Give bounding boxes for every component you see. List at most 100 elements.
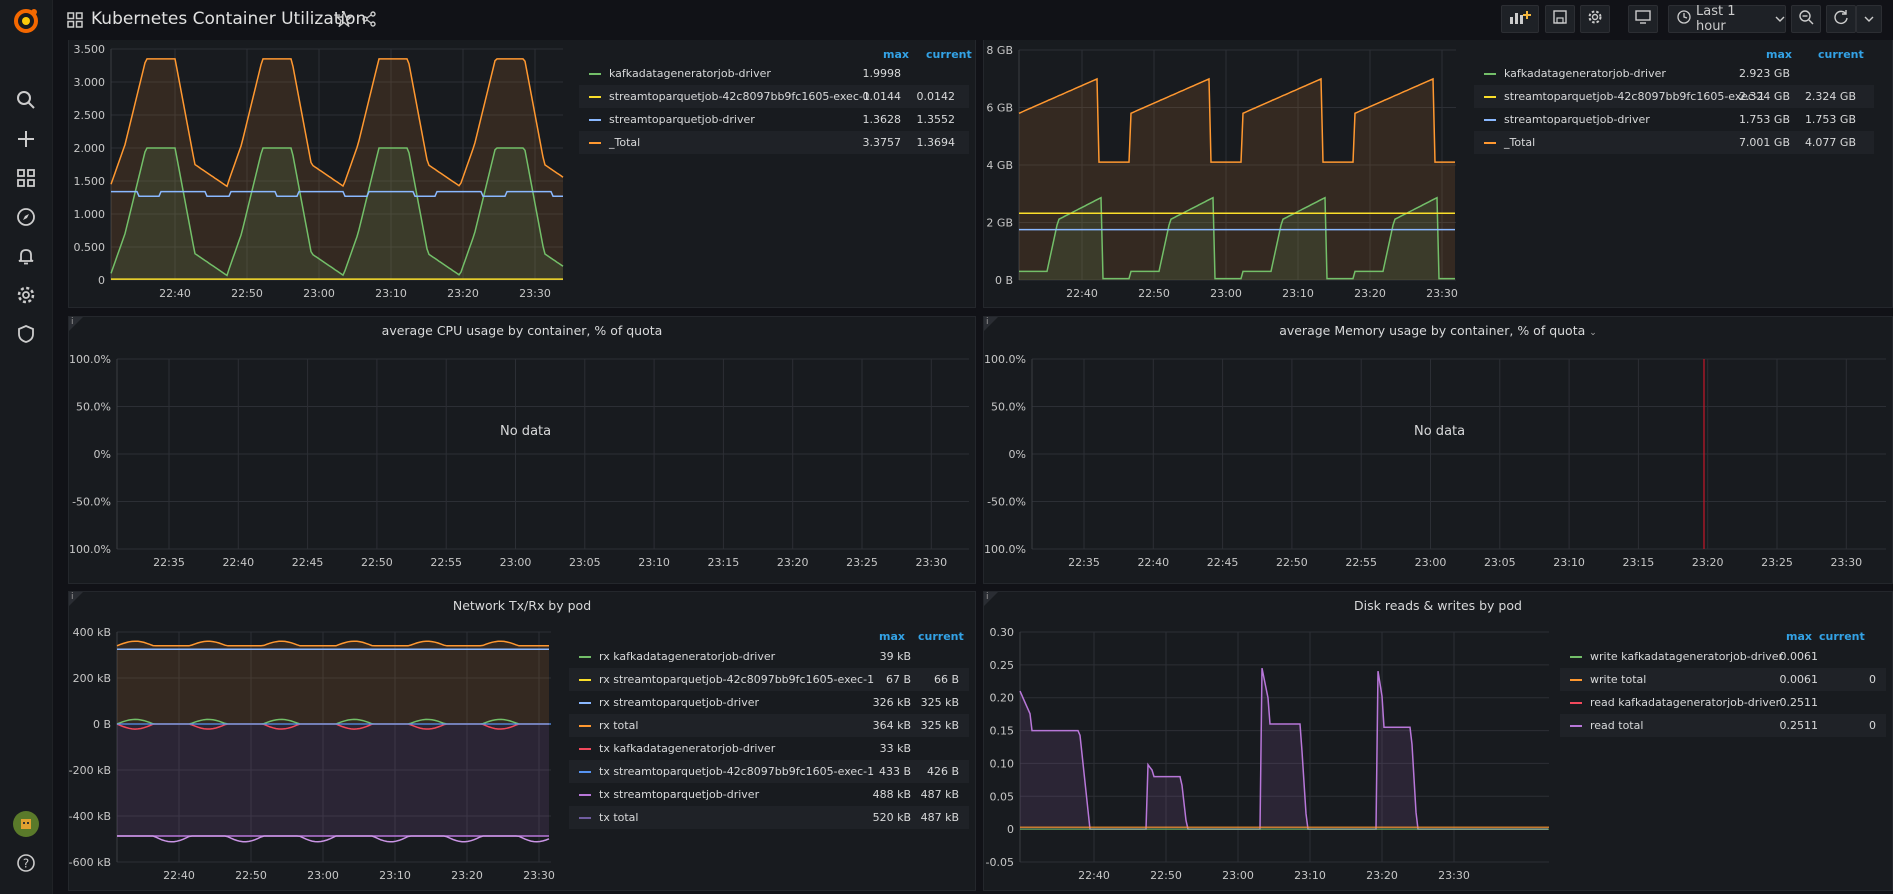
legend-series-name[interactable]: read kafkadatageneratorjob-driver (1590, 696, 1781, 709)
zoom-out-button[interactable] (1791, 5, 1821, 33)
server-admin-shield-icon[interactable] (14, 322, 38, 346)
dashboard-title[interactable]: Kubernetes Container Utilization (91, 9, 367, 29)
configuration-gear-icon[interactable] (14, 283, 38, 307)
legend-item[interactable]: kafkadatageneratorjob-driver 1.9998 (579, 62, 969, 85)
legend-series-name[interactable]: read total (1590, 719, 1644, 732)
legend-header-current[interactable]: current (926, 48, 972, 61)
legend-item[interactable]: streamtoparquetjob-42c8097bb9fc1605-exec… (579, 85, 969, 108)
legend-color-swatch[interactable] (589, 119, 601, 121)
dashboards-icon[interactable] (14, 166, 38, 190)
legend-series-name[interactable]: tx kafkadatageneratorjob-driver (599, 742, 776, 755)
plus-icon[interactable] (14, 127, 38, 151)
legend-color-swatch[interactable] (579, 771, 591, 773)
memory-usage-chart[interactable]: 8 GB 6 GB 4 GB 2 GB 0 B 22:40 22:50 23:00 23:10 2… (984, 40, 1464, 308)
legend-header-max[interactable]: max (1766, 48, 1792, 61)
refresh-button[interactable] (1826, 5, 1856, 33)
legend-color-swatch[interactable] (589, 96, 601, 98)
legend-item[interactable]: write kafkadatageneratorjob-driver 0.0061 (1560, 645, 1886, 668)
legend-series-name[interactable]: _Total (609, 136, 641, 149)
legend-item[interactable]: streamtoparquetjob-driver 1.753 GB 1.753 G… (1474, 108, 1874, 131)
legend-series-name[interactable]: kafkadatageneratorjob-driver (609, 67, 771, 80)
legend-color-swatch[interactable] (589, 73, 601, 75)
share-icon[interactable] (361, 11, 377, 31)
legend-series-name[interactable]: tx streamtoparquetjob-42c8097bb9fc1605-e… (599, 765, 875, 778)
star-icon[interactable] (335, 10, 353, 31)
legend-color-swatch[interactable] (579, 817, 591, 819)
legend-color-swatch[interactable] (1484, 96, 1496, 98)
panel-title[interactable]: average Memory usage by container, % of … (1279, 323, 1597, 338)
legend-color-swatch[interactable] (579, 725, 591, 727)
legend-color-swatch[interactable] (1570, 702, 1582, 704)
legend-series-name[interactable]: rx kafkadatageneratorjob-driver (599, 650, 776, 663)
panel-info-icon[interactable]: i (984, 592, 998, 606)
network-chart[interactable]: 400 kB 200 kB 0 B -200 kB -400 kB -600 kB 22:4… (69, 592, 559, 890)
alerting-bell-icon[interactable] (14, 244, 38, 268)
legend-item[interactable]: streamtoparquetjob-driver 1.3628 1.3552 (579, 108, 969, 131)
legend-item[interactable]: _Total 7.001 GB 4.077 GB (1474, 131, 1874, 154)
legend-item[interactable]: rx streamtoparquetjob-42c8097bb9fc1605-e… (569, 668, 969, 691)
legend-series-name[interactable]: write total (1590, 673, 1647, 686)
explore-compass-icon[interactable] (14, 205, 38, 229)
user-avatar-icon[interactable] (13, 811, 39, 837)
legend-item[interactable]: streamtoparquetjob-42c8097bb9fc1605-exec… (1474, 85, 1874, 108)
legend-series-name[interactable]: streamtoparquetjob-driver (609, 113, 755, 126)
legend-item[interactable]: tx streamtoparquetjob-42c8097bb9fc1605-e… (569, 760, 969, 783)
legend-header-max[interactable]: max (879, 630, 905, 643)
legend-color-swatch[interactable] (1570, 679, 1582, 681)
legend-color-swatch[interactable] (579, 679, 591, 681)
legend-item[interactable]: rx total 364 kB 325 kB (569, 714, 969, 737)
legend-header-max[interactable]: max (883, 48, 909, 61)
add-panel-button[interactable] (1501, 5, 1539, 33)
cpu-usage-chart[interactable]: 3.500 3.000 2.500 2.000 1.500 1.000 0.500 0 22:4… (69, 40, 569, 308)
panel-title[interactable]: average CPU usage by container, % of quo… (381, 323, 663, 338)
legend-item[interactable]: tx total 520 kB 487 kB (569, 806, 969, 829)
legend-item[interactable]: tx streamtoparquetjob-driver 488 kB 487 kB (569, 783, 969, 806)
legend-color-swatch[interactable] (1570, 725, 1582, 727)
legend-color-swatch[interactable] (589, 142, 601, 144)
legend-header-max[interactable]: max (1786, 630, 1812, 643)
disk-chart[interactable]: 0.30 0.25 0.20 0.15 0.10 0.05 0 -0.05 22:40 22:50… (984, 592, 1554, 890)
legend-color-swatch[interactable] (1484, 119, 1496, 121)
refresh-interval-dropdown[interactable] (1856, 5, 1882, 33)
help-icon[interactable]: ? (14, 851, 38, 875)
panel-info-icon[interactable]: i (69, 317, 83, 331)
legend-header-current[interactable]: current (918, 630, 964, 643)
tv-mode-button[interactable] (1628, 5, 1658, 33)
legend-item[interactable]: kafkadatageneratorjob-driver 2.923 GB (1474, 62, 1874, 85)
legend-series-name[interactable]: streamtoparquetjob-driver (1504, 113, 1650, 126)
legend-color-swatch[interactable] (1484, 142, 1496, 144)
legend-series-name[interactable]: rx streamtoparquetjob-42c8097bb9fc1605-e… (599, 673, 875, 686)
legend-color-swatch[interactable] (579, 748, 591, 750)
legend-header-current[interactable]: current (1818, 48, 1864, 61)
legend-series-name[interactable]: streamtoparquetjob-42c8097bb9fc1605-exec… (1504, 90, 1765, 103)
panel-title[interactable]: Network Tx/Rx by pod (452, 598, 592, 613)
legend-series-name[interactable]: _Total (1504, 136, 1536, 149)
panel-info-icon[interactable]: i (69, 592, 83, 606)
legend-color-swatch[interactable] (579, 702, 591, 704)
legend-color-swatch[interactable] (579, 794, 591, 796)
legend-color-swatch[interactable] (1484, 73, 1496, 75)
legend-item[interactable]: rx streamtoparquetjob-driver 326 kB 325 kB (569, 691, 969, 714)
dashboard-settings-button[interactable] (1580, 5, 1610, 33)
search-icon[interactable] (14, 88, 38, 112)
legend-series-name[interactable]: write kafkadatageneratorjob-driver (1590, 650, 1784, 663)
legend-item[interactable]: write total 0.0061 0 (1560, 668, 1886, 691)
legend-item[interactable]: read kafkadatageneratorjob-driver 0.2511 (1560, 691, 1886, 714)
legend-header-current[interactable]: current (1819, 630, 1865, 643)
legend-item[interactable]: _Total 3.3757 1.3694 (579, 131, 969, 154)
legend-series-name[interactable]: streamtoparquetjob-42c8097bb9fc1605-exec… (609, 90, 870, 103)
panel-title[interactable]: Disk reads & writes by pod (1354, 598, 1522, 613)
memory-quota-chart[interactable]: 100.0% 50.0% 0% -50.0% -100.0% 22:35 22:40 22:4… (984, 317, 1892, 583)
legend-color-swatch[interactable] (579, 656, 591, 658)
legend-series-name[interactable]: tx total (599, 811, 639, 824)
legend-item[interactable]: rx kafkadatageneratorjob-driver 39 kB (569, 645, 969, 668)
legend-series-name[interactable]: rx total (599, 719, 639, 732)
legend-series-name[interactable]: rx streamtoparquetjob-driver (599, 696, 760, 709)
cpu-quota-chart[interactable]: 100.0% 50.0% 0% -50.0% -100.0% 22:35 22:40 22:4… (69, 317, 975, 583)
legend-series-name[interactable]: tx streamtoparquetjob-driver (599, 788, 760, 801)
legend-item[interactable]: read total 0.2511 0 (1560, 714, 1886, 737)
time-range-picker[interactable]: Last 1 hour (1668, 4, 1786, 34)
legend-series-name[interactable]: kafkadatageneratorjob-driver (1504, 67, 1666, 80)
legend-color-swatch[interactable] (1570, 656, 1582, 658)
panel-info-icon[interactable]: i (984, 317, 998, 331)
